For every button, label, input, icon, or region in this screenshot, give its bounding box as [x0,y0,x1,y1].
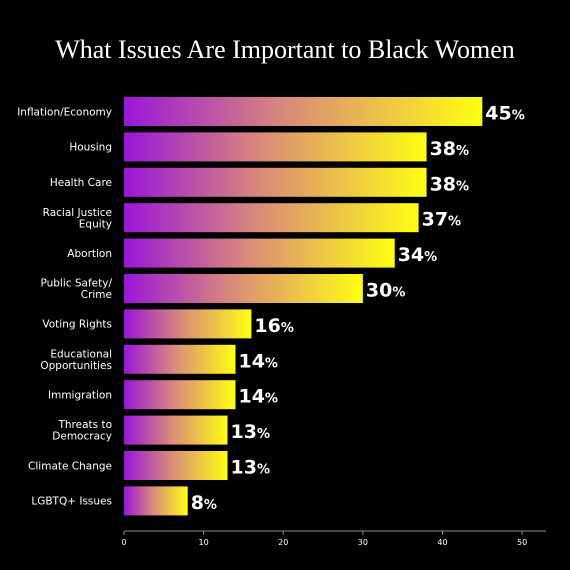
x-tick-label: 50 [517,538,527,547]
value-label: 30% [366,280,405,302]
category-label: LGBTQ+ Issues [31,496,112,508]
value-label: 13% [231,457,270,479]
bars: Inflation/Economy 45% Housing 38% Health Car… [17,97,525,516]
x-tick-label: 40 [437,538,447,547]
x-tick-label: 30 [358,538,368,547]
category-label: Inflation/Economy [17,106,112,118]
value-label: 14% [238,350,277,372]
bar [124,132,427,162]
bar [124,309,252,339]
category-label: Educational Opportunities [40,348,112,372]
x-tick-label: 20 [278,538,288,547]
category-label: Racial Justice Equity [43,207,112,231]
bar [124,451,228,480]
chart-title: What Issues Are Important to Black Women [55,35,515,64]
category-label: Housing [69,142,112,154]
value-label: 45% [485,103,524,125]
bar [124,238,395,268]
category-label: Public Safety/Crime [40,278,112,302]
category-label: Climate Change [28,460,112,472]
value-label: 38% [430,173,469,195]
category-label: Abortion [67,248,112,260]
category-label: Immigration [48,390,112,402]
bar [124,167,427,197]
category-label: Threats to Democracy [52,419,112,443]
value-label: 14% [238,386,277,408]
x-axis: 0 10 20 30 40 50 [121,530,546,547]
value-label: 38% [430,138,469,160]
x-tick-label: 0 [121,538,126,547]
bar [124,203,419,233]
value-label: 34% [398,244,437,266]
bar [124,344,236,374]
x-tick-label: 10 [199,538,209,547]
bar [124,415,228,445]
category-label: Health Care [50,177,112,189]
value-label: 8% [191,492,217,514]
value-label: 13% [231,421,270,443]
category-label: Voting Rights [42,319,112,331]
bar [124,486,188,516]
bar [124,274,363,303]
bar [124,97,483,126]
value-label: 16% [254,315,293,337]
value-label: 37% [422,209,461,231]
bar [124,380,236,410]
